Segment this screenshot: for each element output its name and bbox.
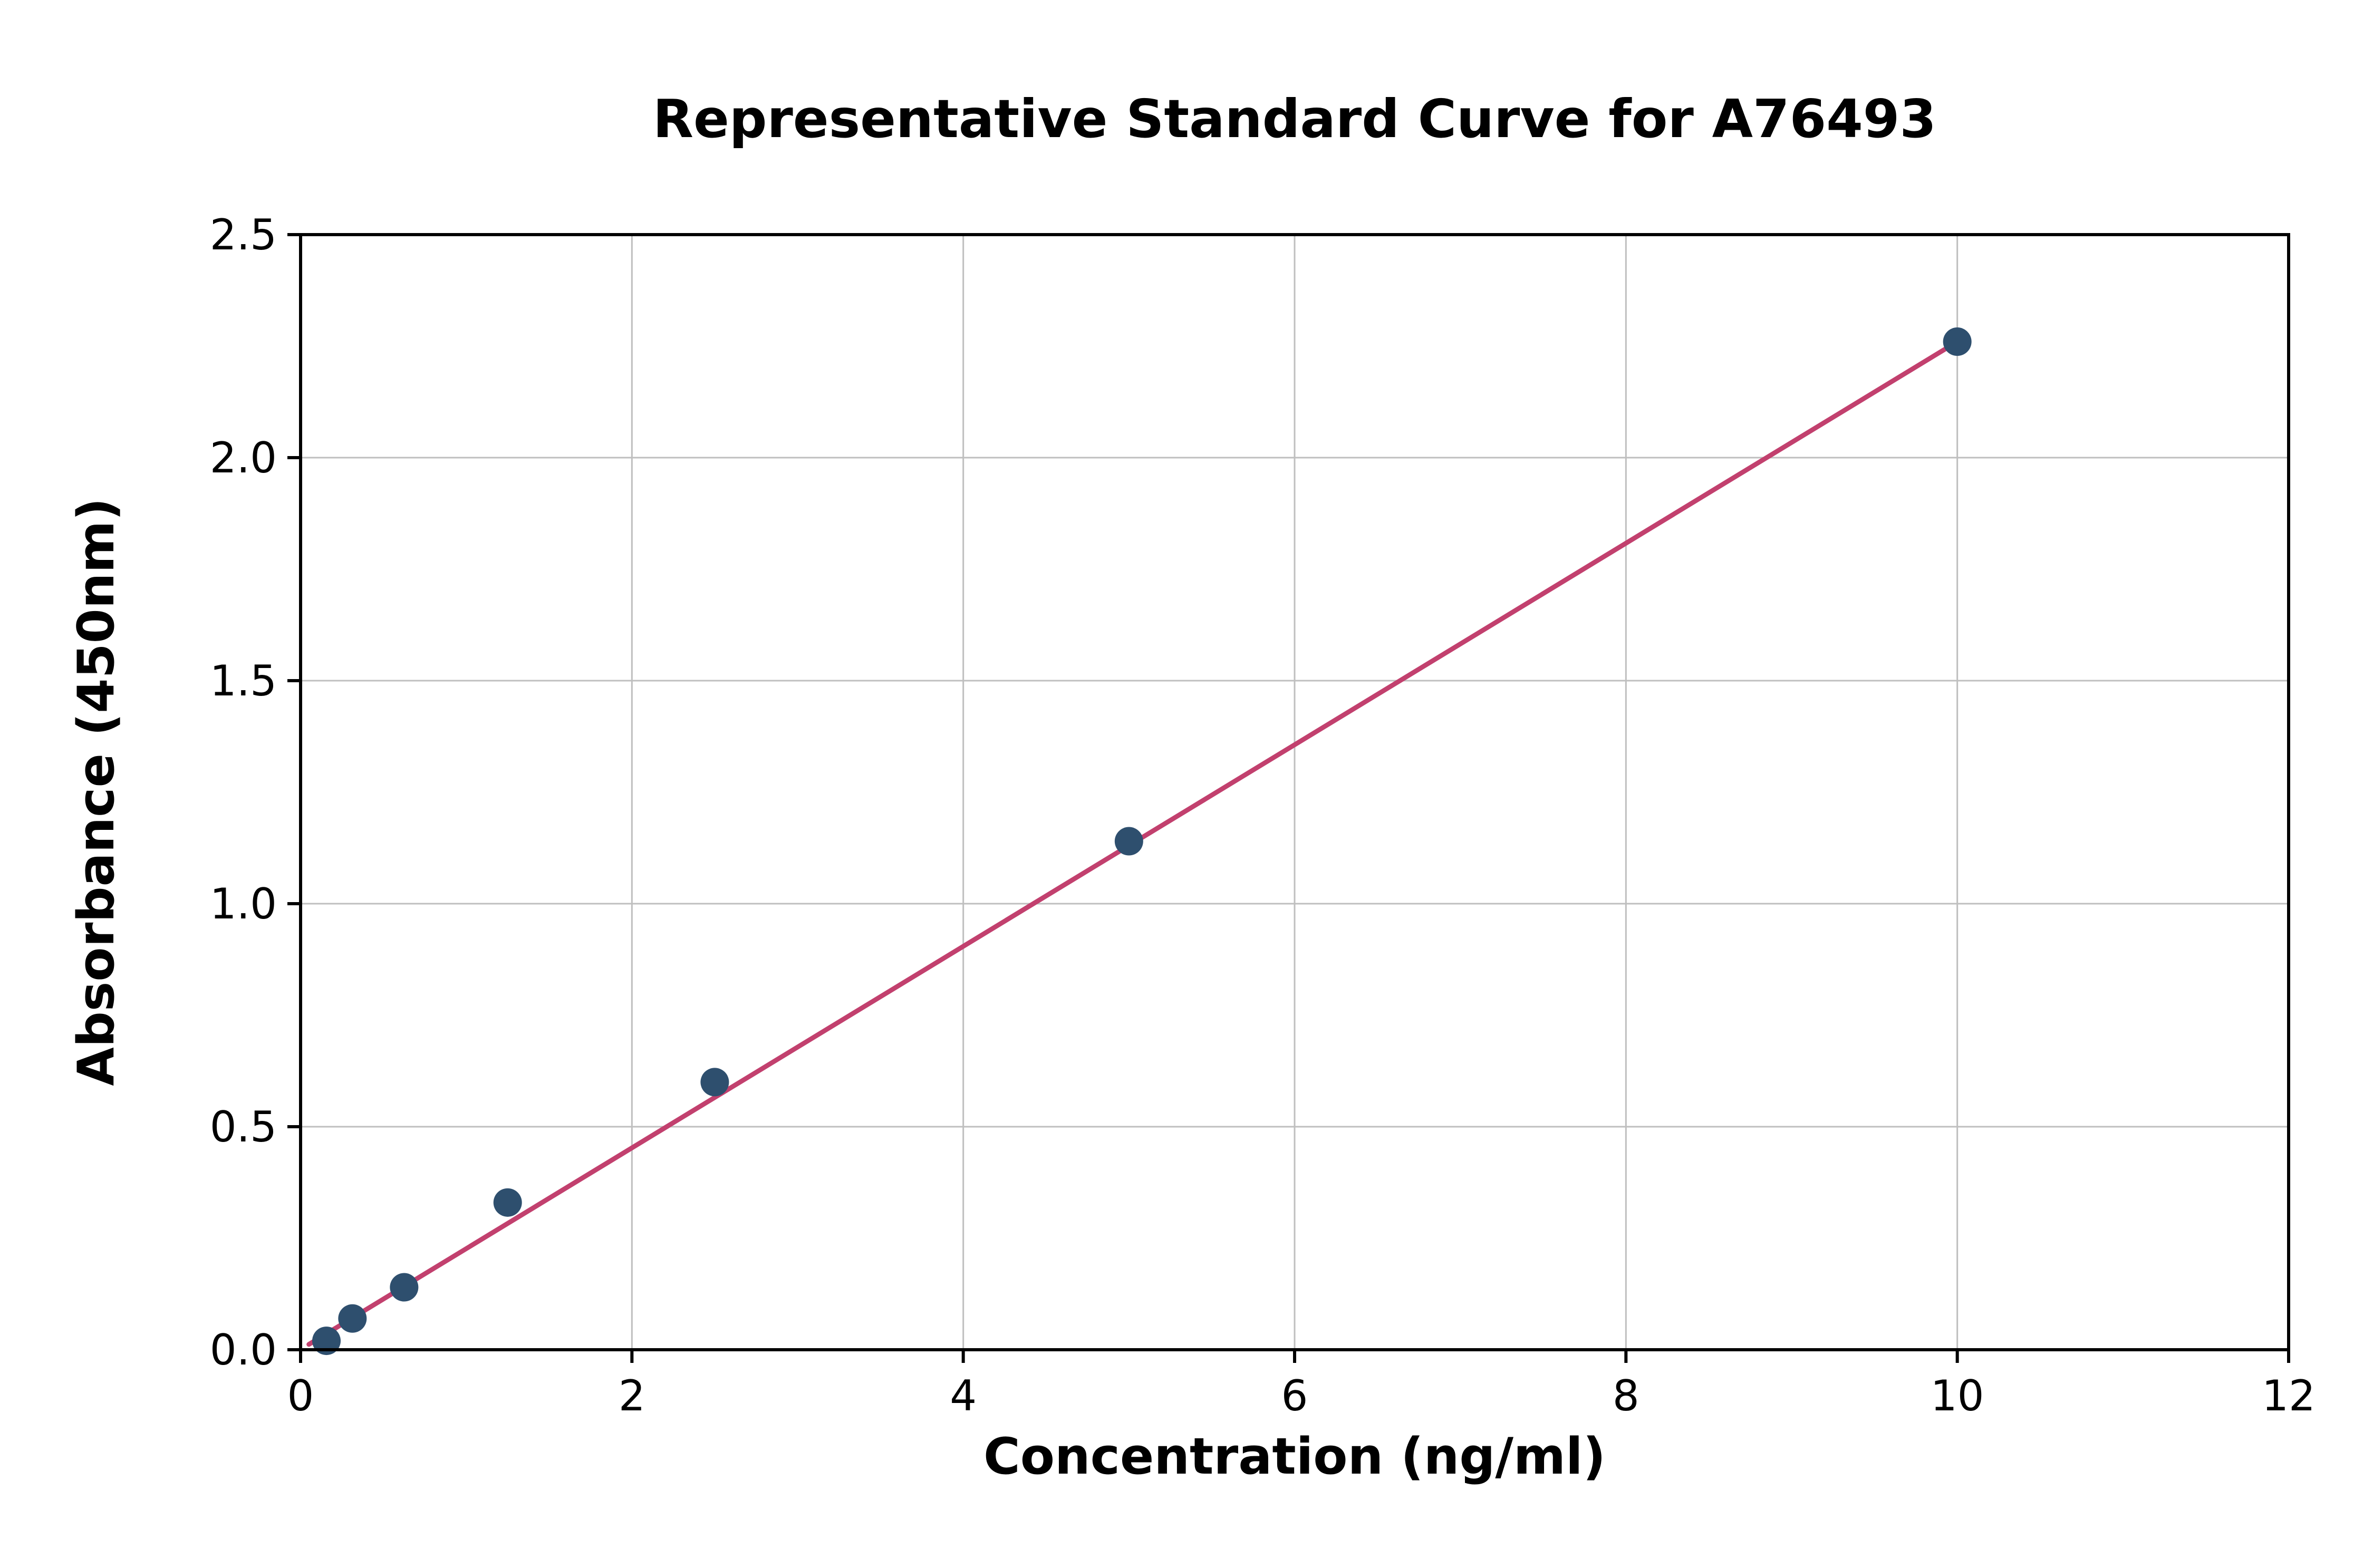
series-layer <box>306 327 1972 1356</box>
data-point <box>312 1327 341 1356</box>
x-tick-label: 4 <box>950 1371 977 1420</box>
y-tick-label: 2.5 <box>210 210 277 259</box>
data-point <box>493 1188 522 1217</box>
data-point <box>390 1273 419 1302</box>
y-tick-label: 1.0 <box>210 879 277 928</box>
grid-layer <box>300 234 2290 1351</box>
chart-title: Representative Standard Curve for A76493 <box>653 88 1936 150</box>
data-point <box>338 1304 367 1333</box>
tick-labels-layer: 0 2 4 6 8 10 12 0.0 0.5 1.0 1.5 2.0 2.5 <box>210 210 2316 1420</box>
y-tick-label: 2.0 <box>210 433 277 482</box>
x-tick-label: 10 <box>1931 1371 1984 1420</box>
x-tick-label: 12 <box>2262 1371 2316 1420</box>
y-tick-label: 0.0 <box>210 1325 277 1375</box>
x-tick-label: 0 <box>287 1371 314 1420</box>
y-axis-label: Absorbance (450nm) <box>67 498 126 1086</box>
x-tick-label: 6 <box>1281 1371 1308 1420</box>
data-point <box>1943 327 1972 356</box>
x-tick-label: 2 <box>619 1371 645 1420</box>
x-axis-label: Concentration (ng/ml) <box>983 1428 1606 1486</box>
data-point <box>700 1068 729 1097</box>
axes-layer <box>287 233 2290 1363</box>
y-tick-label: 1.5 <box>210 656 277 705</box>
y-tick-label: 0.5 <box>210 1102 277 1151</box>
data-point <box>1114 827 1143 856</box>
x-tick-label: 8 <box>1613 1371 1639 1420</box>
